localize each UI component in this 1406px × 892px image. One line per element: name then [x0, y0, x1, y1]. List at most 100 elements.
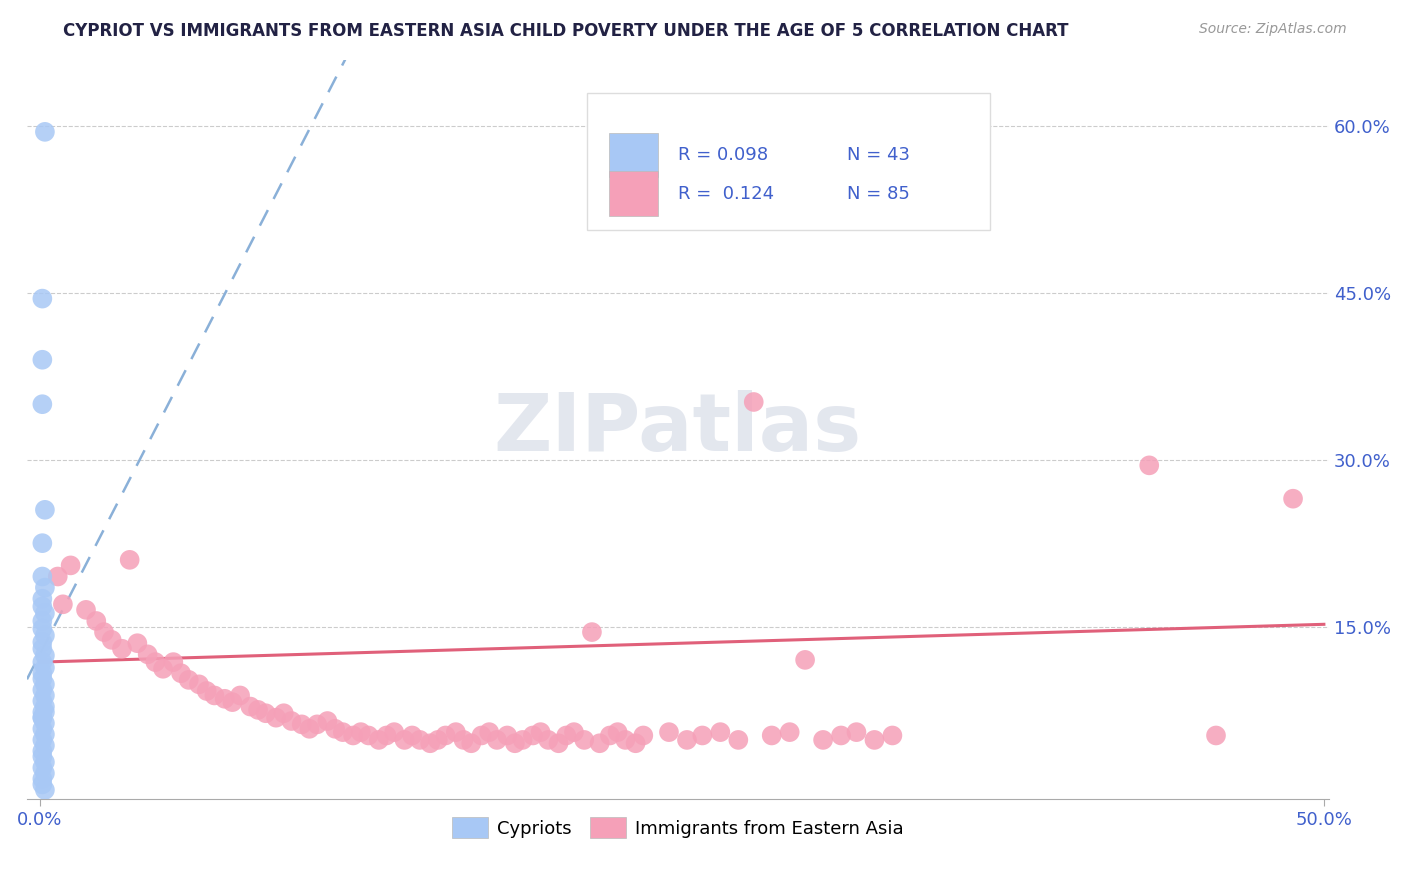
- Point: [562, 725, 585, 739]
- Point: [496, 729, 519, 743]
- Point: [34, 661, 56, 675]
- Point: [779, 725, 801, 739]
- Point: [581, 625, 603, 640]
- Point: [692, 729, 714, 743]
- Point: [444, 725, 467, 739]
- Point: [31, 761, 53, 775]
- Point: [31, 292, 53, 306]
- Point: [31, 655, 53, 669]
- Point: [170, 666, 193, 681]
- Point: [247, 703, 270, 717]
- Point: [882, 729, 904, 743]
- Point: [59, 558, 82, 573]
- Point: [239, 699, 262, 714]
- Point: [31, 635, 53, 649]
- Point: [31, 777, 53, 791]
- Point: [31, 641, 53, 656]
- Text: ZIPatlas: ZIPatlas: [494, 390, 862, 468]
- Point: [111, 641, 134, 656]
- Point: [503, 736, 526, 750]
- Point: [118, 553, 141, 567]
- Point: [31, 614, 53, 628]
- Point: [470, 729, 492, 743]
- Point: [529, 725, 551, 739]
- FancyBboxPatch shape: [609, 133, 658, 177]
- Point: [162, 655, 184, 669]
- Point: [31, 711, 53, 725]
- Point: [34, 689, 56, 703]
- Point: [298, 722, 321, 736]
- Point: [31, 352, 53, 367]
- Point: [599, 729, 621, 743]
- Point: [863, 733, 886, 747]
- Point: [727, 733, 749, 747]
- Point: [658, 725, 681, 739]
- FancyBboxPatch shape: [586, 93, 990, 229]
- Point: [100, 632, 122, 647]
- Point: [127, 636, 149, 650]
- Point: [31, 722, 53, 736]
- Point: [34, 739, 56, 753]
- Point: [1137, 458, 1160, 473]
- Point: [34, 766, 56, 780]
- Point: [31, 694, 53, 708]
- Point: [152, 662, 174, 676]
- Point: [31, 397, 53, 411]
- Point: [485, 733, 508, 747]
- Point: [332, 725, 354, 739]
- Point: [588, 736, 610, 750]
- Point: [342, 729, 364, 743]
- Point: [537, 733, 560, 747]
- Text: CYPRIOT VS IMMIGRANTS FROM EASTERN ASIA CHILD POVERTY UNDER THE AGE OF 5 CORRELA: CYPRIOT VS IMMIGRANTS FROM EASTERN ASIA …: [63, 22, 1069, 40]
- Point: [84, 614, 107, 628]
- Point: [204, 689, 226, 703]
- Point: [143, 655, 166, 669]
- Point: [31, 711, 53, 725]
- Text: N = 85: N = 85: [848, 185, 910, 202]
- Point: [794, 653, 817, 667]
- Point: [323, 722, 346, 736]
- Point: [394, 733, 416, 747]
- Point: [614, 733, 637, 747]
- Point: [409, 733, 432, 747]
- Text: R = 0.098: R = 0.098: [678, 145, 768, 164]
- Point: [350, 725, 373, 739]
- Point: [34, 125, 56, 139]
- Point: [52, 597, 75, 611]
- Point: [177, 673, 200, 687]
- Point: [761, 729, 783, 743]
- Point: [31, 622, 53, 636]
- Point: [75, 603, 97, 617]
- Point: [93, 625, 115, 640]
- Point: [547, 736, 569, 750]
- Text: R =  0.124: R = 0.124: [678, 185, 775, 202]
- Point: [34, 705, 56, 719]
- Point: [31, 744, 53, 758]
- Point: [291, 717, 314, 731]
- Point: [316, 714, 339, 728]
- Point: [46, 569, 69, 583]
- Point: [273, 706, 295, 721]
- Point: [845, 725, 868, 739]
- Point: [830, 729, 852, 743]
- Point: [742, 395, 765, 409]
- Point: [606, 725, 628, 739]
- Point: [34, 755, 56, 769]
- Point: [512, 733, 534, 747]
- Point: [280, 714, 302, 728]
- Point: [254, 706, 277, 721]
- Point: [1205, 729, 1227, 743]
- Point: [401, 729, 423, 743]
- Point: [633, 729, 655, 743]
- Point: [31, 536, 53, 550]
- Point: [34, 783, 56, 797]
- Point: [522, 729, 544, 743]
- Legend: Cypriots, Immigrants from Eastern Asia: Cypriots, Immigrants from Eastern Asia: [444, 810, 911, 846]
- Point: [375, 729, 398, 743]
- Point: [188, 677, 211, 691]
- Point: [34, 648, 56, 663]
- Point: [31, 733, 53, 747]
- Point: [676, 733, 699, 747]
- Point: [34, 628, 56, 642]
- Point: [709, 725, 731, 739]
